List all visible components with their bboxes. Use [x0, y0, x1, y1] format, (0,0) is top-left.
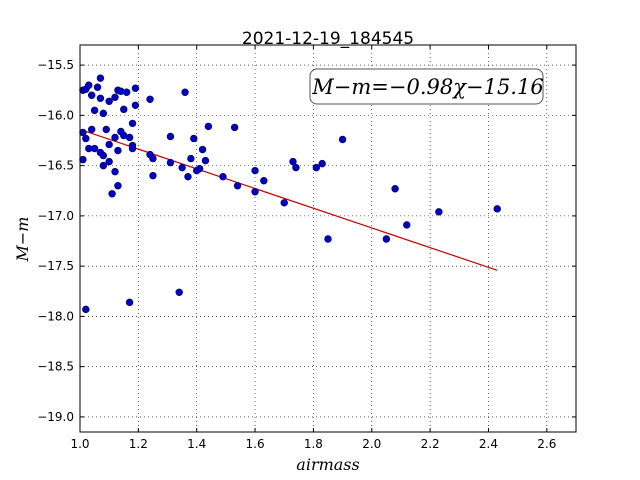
data-point [292, 163, 300, 172]
data-point [111, 133, 119, 142]
data-point [111, 167, 119, 176]
data-point [105, 97, 113, 105]
data-point [190, 134, 198, 143]
x-tick-label: 2.0 [362, 437, 381, 451]
data-point [99, 161, 108, 170]
data-point [382, 235, 391, 243]
data-point [90, 144, 99, 153]
data-point [111, 93, 119, 101]
y-tick-label: −17.5 [37, 259, 74, 273]
data-point [128, 119, 137, 128]
x-tick-label: 1.0 [70, 437, 89, 451]
x-tick-label: 1.8 [304, 437, 323, 451]
data-point [230, 123, 239, 132]
data-point [108, 190, 116, 198]
x-tick-label: 1.4 [187, 437, 206, 451]
data-point [181, 88, 189, 96]
fit-line-group [85, 130, 498, 271]
data-point [184, 172, 192, 181]
data-point [96, 94, 105, 102]
data-point [149, 171, 157, 180]
data-point [391, 185, 399, 193]
data-point [149, 154, 157, 163]
data-point [318, 159, 326, 168]
data-point [195, 164, 204, 173]
data-points [79, 74, 501, 314]
y-tick-label: −15.5 [37, 58, 74, 72]
data-point [219, 172, 227, 181]
data-point [280, 199, 288, 207]
y-tick-label: −18.5 [37, 360, 74, 374]
data-point [251, 166, 259, 175]
data-point [204, 122, 213, 131]
data-point [128, 144, 137, 153]
data-point [122, 88, 131, 96]
x-tick-label: 1.6 [246, 437, 265, 451]
data-point [324, 235, 332, 243]
data-point [99, 151, 108, 160]
y-tick-label: −18.0 [37, 309, 74, 323]
y-tick-label: −16.5 [37, 159, 74, 173]
data-point [201, 156, 210, 165]
plot-frame [79, 44, 577, 433]
data-point [125, 298, 134, 307]
y-axis-label: M−m [13, 217, 32, 263]
data-point [96, 74, 105, 82]
data-point [260, 177, 268, 185]
data-point [82, 134, 90, 143]
x-tick-label: 1.2 [129, 437, 148, 451]
data-point [312, 163, 321, 172]
data-point [125, 133, 134, 142]
y-tick-label: −19.0 [37, 410, 74, 424]
data-point [114, 182, 122, 190]
data-point [120, 105, 128, 114]
data-point [87, 125, 96, 134]
fit-line [85, 130, 498, 271]
x-tick-label: 2.2 [421, 437, 440, 451]
ticks: 1.0 1.2 1.4 1.6 1.8 2.0 2.2 2.4 2.6 −15.5 −16.0 −16… [37, 45, 576, 451]
data-point [105, 157, 113, 166]
data-point [131, 84, 140, 92]
data-point [93, 83, 102, 91]
annotation-box: M−m=−0.98χ−15.16 [309, 68, 544, 105]
data-point [99, 109, 108, 118]
data-point [85, 81, 93, 89]
data-point [105, 140, 113, 149]
data-point [146, 95, 154, 103]
x-axis-label: airmass [296, 455, 359, 474]
x-tick-label: 2.6 [537, 437, 556, 451]
data-point [289, 157, 297, 166]
data-point [251, 188, 259, 196]
annotation-frame [309, 68, 544, 105]
data-point [114, 146, 122, 155]
x-tick-label: 2.4 [479, 437, 498, 451]
data-point [403, 221, 411, 229]
chart-title: 2021-12-19_184545 [242, 29, 414, 49]
data-point [79, 155, 87, 164]
data-point [233, 182, 242, 190]
fit-equation-annotation: M−m=−0.98χ−15.16 [311, 75, 543, 99]
data-point [166, 132, 175, 141]
data-point [435, 208, 443, 216]
data-point [175, 288, 183, 296]
data-point [198, 145, 207, 154]
data-point [82, 305, 90, 314]
y-tick-label: −16.0 [37, 108, 74, 122]
data-point [87, 91, 96, 99]
data-point [178, 163, 186, 172]
data-point [187, 154, 195, 163]
data-point [90, 106, 99, 115]
y-tick-label: −17.0 [37, 209, 74, 223]
data-point [166, 158, 175, 167]
data-point [493, 205, 501, 213]
data-point [338, 135, 347, 144]
data-point [102, 125, 110, 134]
data-point [131, 101, 140, 110]
